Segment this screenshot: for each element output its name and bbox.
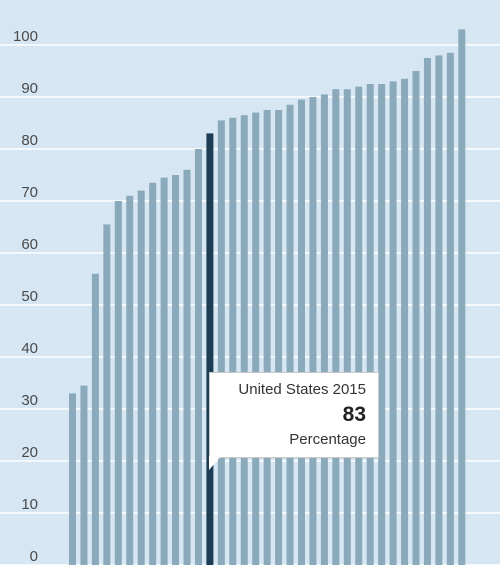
bar[interactable] (378, 84, 386, 565)
bar[interactable] (412, 71, 420, 565)
bar[interactable] (80, 385, 88, 565)
tooltip-value: 83 (342, 403, 366, 426)
bar[interactable] (114, 201, 122, 565)
y-tick-label: 20 (21, 444, 38, 461)
bar[interactable] (91, 273, 99, 565)
bar[interactable] (229, 117, 237, 565)
bar[interactable] (240, 115, 248, 565)
bar[interactable] (183, 169, 191, 565)
bar[interactable] (137, 190, 145, 565)
bar[interactable] (401, 78, 409, 565)
bar[interactable] (423, 58, 431, 565)
y-tick-label: 50 (21, 288, 38, 305)
bar[interactable] (149, 182, 157, 565)
y-tick-label: 100 (13, 28, 38, 45)
tooltip: United States 2015 83 Percentage (209, 372, 379, 458)
tooltip-unit: Percentage (289, 431, 366, 448)
y-tick-label: 60 (21, 236, 38, 253)
y-tick-label: 0 (30, 548, 38, 565)
bar[interactable] (389, 81, 397, 565)
bar[interactable] (286, 104, 294, 565)
bar[interactable] (275, 110, 283, 565)
bar[interactable] (103, 224, 111, 565)
bar[interactable] (298, 99, 305, 565)
bar[interactable] (309, 97, 317, 565)
bar[interactable] (194, 149, 202, 565)
y-tick-label: 90 (21, 80, 38, 97)
bar[interactable] (172, 175, 180, 565)
bar[interactable] (320, 94, 328, 565)
y-tick-label: 10 (21, 496, 38, 513)
bar[interactable] (252, 112, 260, 565)
bar[interactable] (343, 89, 351, 565)
bar-highlighted[interactable] (206, 133, 214, 565)
bar[interactable] (355, 86, 363, 565)
tooltip-pointer (209, 456, 221, 470)
bar[interactable] (366, 84, 374, 565)
y-tick-label: 80 (21, 132, 38, 149)
bar[interactable] (69, 393, 76, 565)
y-tick-label: 40 (21, 340, 38, 357)
tooltip-title: United States 2015 (238, 381, 366, 398)
bar[interactable] (458, 29, 466, 565)
y-axis-tick-labels: 0 10 20 30 40 50 60 70 80 90 100 (13, 28, 38, 565)
bar[interactable] (160, 177, 168, 565)
bars (69, 29, 466, 565)
y-tick-label: 70 (21, 184, 38, 201)
bar[interactable] (263, 110, 271, 565)
bar[interactable] (332, 89, 340, 565)
bar[interactable] (446, 52, 454, 565)
bar[interactable] (126, 195, 134, 565)
bar[interactable] (435, 55, 443, 565)
y-tick-label: 30 (21, 392, 38, 409)
bar[interactable] (217, 120, 225, 565)
